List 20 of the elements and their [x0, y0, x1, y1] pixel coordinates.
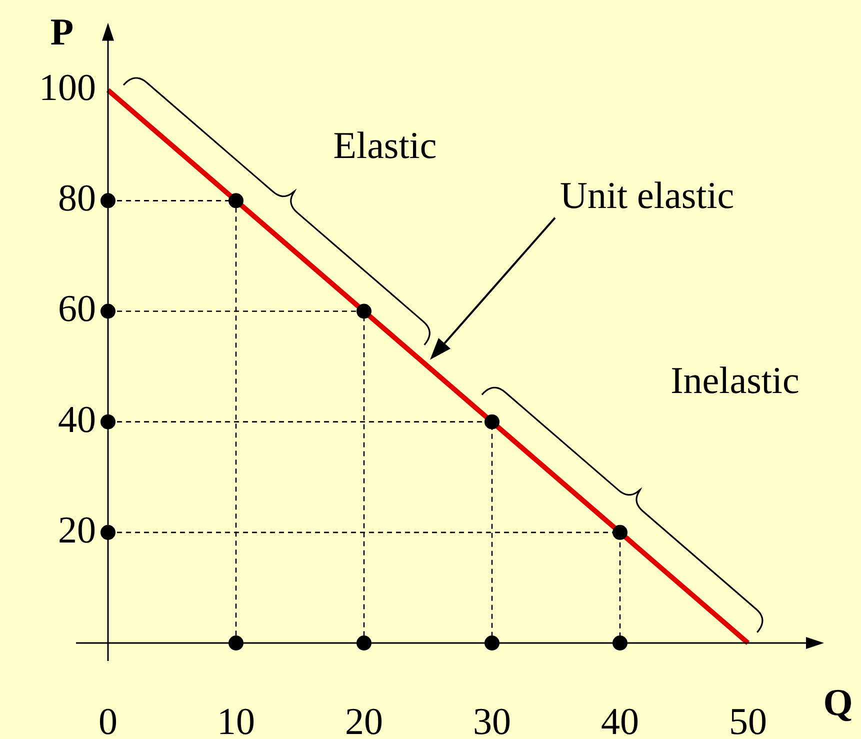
y-axis-title: P [50, 12, 74, 54]
y-tick-label: 80 [58, 178, 96, 220]
x-tick-label: 10 [217, 700, 255, 739]
point [228, 193, 244, 208]
y-tick-label: 100 [39, 67, 96, 110]
x-tick-label: 30 [473, 700, 511, 739]
x-axis-title: Q [823, 682, 853, 724]
y-tick-label: 40 [58, 398, 96, 441]
x-tick-label: 0 [98, 700, 118, 739]
x-tick-label: 20 [345, 700, 383, 739]
annotation: Elastic [333, 124, 437, 167]
x-tick-label: 40 [601, 700, 639, 739]
point [612, 524, 628, 540]
annotation: Unit elastic [560, 174, 734, 217]
y-tick-label: 20 [58, 509, 96, 552]
x-tick-label: 50 [729, 700, 767, 739]
y-tick-label: 60 [58, 288, 96, 330]
point [356, 304, 372, 319]
annotation: Inelastic [670, 360, 800, 402]
point [484, 414, 500, 430]
